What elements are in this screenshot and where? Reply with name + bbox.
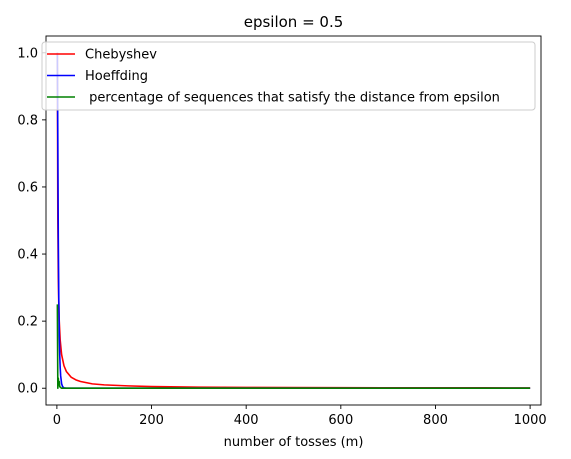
x-axis-label: number of tosses (m) [224, 435, 364, 450]
legend-box [41, 41, 536, 111]
x-tick-label: 400 [234, 413, 259, 428]
y-tick-label: 1.0 [17, 46, 38, 61]
legend-label-3: percentage of sequences that satisfy the… [85, 91, 500, 106]
y-tick-label: 0.6 [17, 180, 38, 195]
y-tick-label: 0.2 [17, 315, 38, 330]
x-tick-label: 200 [139, 413, 164, 428]
x-tick-label: 600 [328, 413, 353, 428]
legend: Chebyshev Hoeffding percentage of sequenc… [41, 41, 536, 111]
y-tick-label: 0.0 [17, 382, 38, 397]
x-tick-label: 1000 [514, 413, 547, 428]
legend-label-1: Chebyshev [85, 48, 157, 63]
x-tick-label: 800 [423, 413, 448, 428]
axes-frame [45, 35, 542, 406]
y-tick-label: 0.4 [17, 248, 38, 263]
legend-label-2: Hoeffding [85, 69, 148, 84]
series-line-3 [56, 304, 531, 390]
plot-area: 0 200 400 600 800 1000 0.0 0.2 0.4 0.6 0.8 1.0 [17, 35, 547, 428]
x-tick-label: 0 [53, 413, 61, 428]
chart-title: epsilon = 0.5 [244, 13, 344, 31]
y-tick-label: 0.8 [17, 113, 38, 128]
